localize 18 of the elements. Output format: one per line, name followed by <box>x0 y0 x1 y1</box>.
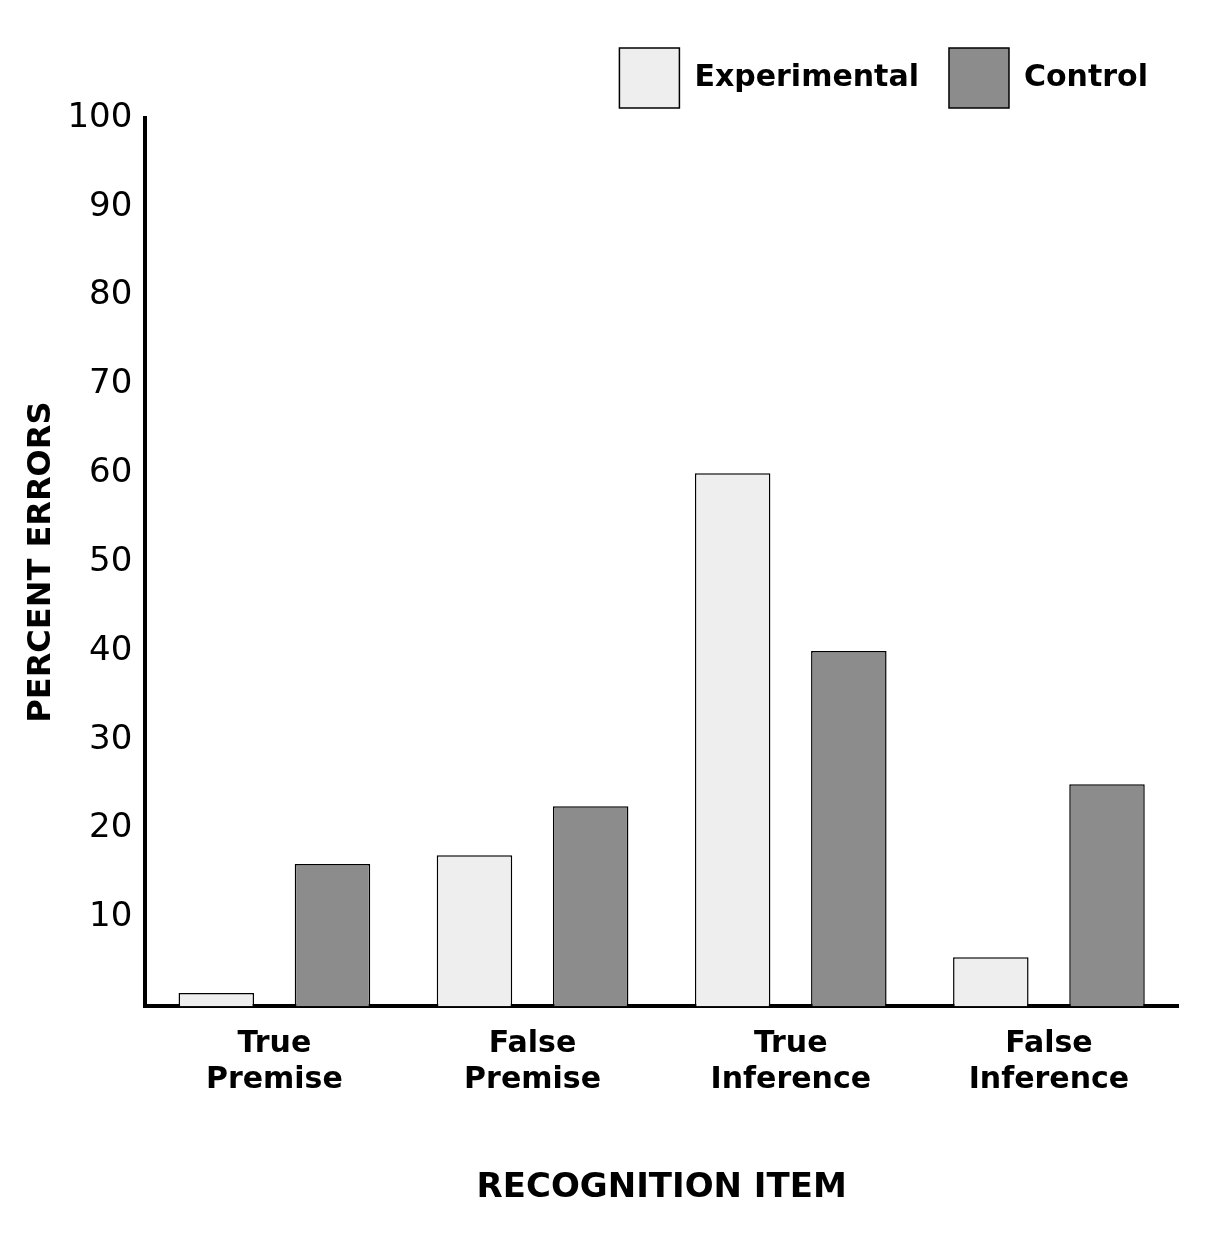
legend-label: Experimental <box>694 57 919 93</box>
y-tick-label: 60 <box>89 450 133 491</box>
x-tick-label: False Inference <box>968 1024 1130 1095</box>
legend-label: Control <box>1023 57 1148 93</box>
y-axis-title: PERCENT ERRORS <box>19 401 58 723</box>
y-tick-label: 50 <box>89 538 133 579</box>
y-tick-label: 10 <box>89 894 133 935</box>
y-tick-label: 70 <box>89 361 133 402</box>
y-tick-label: 100 <box>67 94 133 135</box>
y-tick-label: 20 <box>89 805 133 846</box>
y-tick-label: 40 <box>89 627 133 668</box>
x-axis-title: RECOGNITION ITEM <box>476 1165 847 1206</box>
x-tick-label: True Inference <box>710 1024 872 1095</box>
x-tick-label: True Premise <box>205 1024 343 1095</box>
y-tick-label: 80 <box>89 272 133 313</box>
y-tick-label: 90 <box>89 183 133 224</box>
y-tick-label: 30 <box>89 716 133 757</box>
x-tick-label: False Premise <box>464 1024 601 1095</box>
